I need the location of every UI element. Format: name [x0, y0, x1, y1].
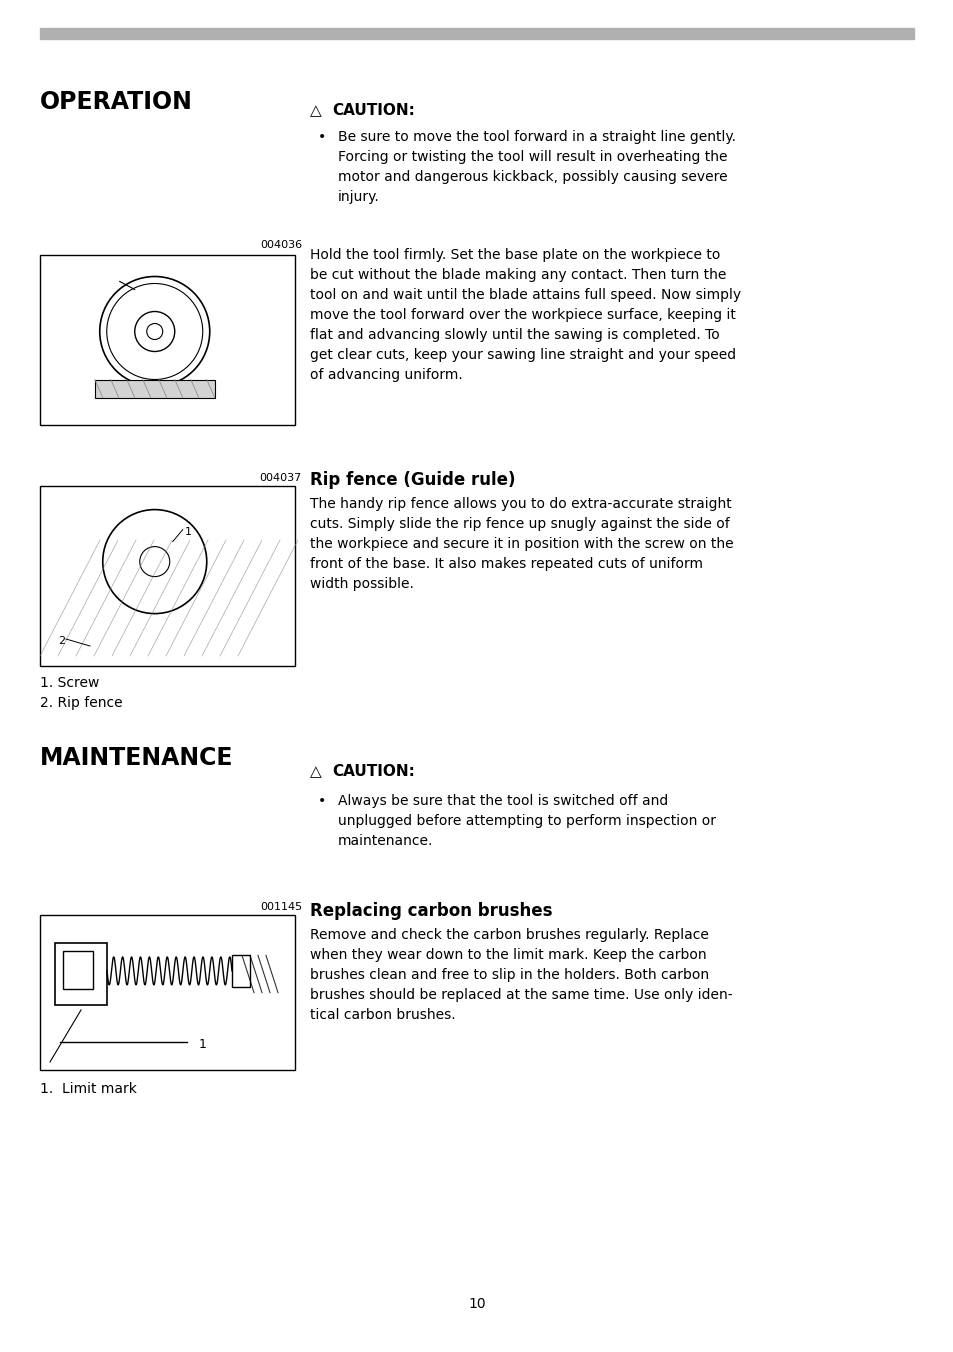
Text: flat and advancing slowly until the sawing is completed. To: flat and advancing slowly until the sawi… [310, 329, 719, 342]
Text: be cut without the blade making any contact. Then turn the: be cut without the blade making any cont… [310, 268, 725, 283]
Text: 1: 1 [185, 526, 192, 537]
Text: motor and dangerous kickback, possibly causing severe: motor and dangerous kickback, possibly c… [337, 170, 727, 184]
Text: 001145: 001145 [259, 902, 302, 913]
Text: Remove and check the carbon brushes regularly. Replace: Remove and check the carbon brushes regu… [310, 927, 708, 942]
Text: △: △ [310, 103, 321, 118]
Text: tical carbon brushes.: tical carbon brushes. [310, 1009, 456, 1022]
Bar [94, 380, 214, 397]
Bar [40, 256, 294, 425]
Text: The handy rip fence allows you to do extra-accurate straight: The handy rip fence allows you to do ext… [310, 498, 731, 511]
Text: front of the base. It also makes repeated cuts of uniform: front of the base. It also makes repeate… [310, 557, 702, 571]
Bar [40, 915, 294, 1069]
Text: the workpiece and secure it in position with the screw on the: the workpiece and secure it in position … [310, 537, 733, 552]
Text: 004037: 004037 [259, 473, 302, 483]
Text: Replacing carbon brushes: Replacing carbon brushes [310, 902, 552, 919]
Bar [55, 942, 107, 1005]
Text: 10: 10 [468, 1297, 485, 1311]
Text: unplugged before attempting to perform inspection or: unplugged before attempting to perform i… [337, 814, 716, 827]
Text: Be sure to move the tool forward in a straight line gently.: Be sure to move the tool forward in a st… [337, 130, 735, 145]
Text: Always be sure that the tool is switched off and: Always be sure that the tool is switched… [337, 794, 667, 808]
Text: when they wear down to the limit mark. Keep the carbon: when they wear down to the limit mark. K… [310, 948, 706, 963]
Text: get clear cuts, keep your sawing line straight and your speed: get clear cuts, keep your sawing line st… [310, 347, 736, 362]
Text: OPERATION: OPERATION [40, 91, 193, 114]
Text: tool on and wait until the blade attains full speed. Now simply: tool on and wait until the blade attains… [310, 288, 740, 301]
Text: MAINTENANCE: MAINTENANCE [40, 746, 233, 771]
Text: •: • [317, 130, 326, 145]
Text: injury.: injury. [337, 191, 379, 204]
Text: Forcing or twisting the tool will result in overheating the: Forcing or twisting the tool will result… [337, 150, 727, 164]
Text: 2. Rip fence: 2. Rip fence [40, 696, 123, 710]
Text: CAUTION:: CAUTION: [332, 764, 415, 779]
Bar [40, 28, 913, 39]
Text: 1. Screw: 1. Screw [40, 676, 99, 690]
Text: move the tool forward over the workpiece surface, keeping it: move the tool forward over the workpiece… [310, 308, 735, 322]
Text: CAUTION:: CAUTION: [332, 103, 415, 118]
Text: width possible.: width possible. [310, 577, 414, 591]
Text: Hold the tool firmly. Set the base plate on the workpiece to: Hold the tool firmly. Set the base plate… [310, 247, 720, 262]
Text: Rip fence (Guide rule): Rip fence (Guide rule) [310, 470, 515, 489]
Text: △: △ [310, 764, 321, 779]
Text: 1.  Limit mark: 1. Limit mark [40, 1082, 136, 1096]
Bar [232, 955, 250, 987]
Bar [40, 485, 294, 667]
Text: 2: 2 [58, 635, 65, 646]
Text: maintenance.: maintenance. [337, 834, 433, 848]
Text: of advancing uniform.: of advancing uniform. [310, 368, 462, 383]
Text: •: • [317, 794, 326, 808]
Text: 1: 1 [199, 1038, 207, 1052]
Text: brushes should be replaced at the same time. Use only iden-: brushes should be replaced at the same t… [310, 988, 732, 1002]
Text: cuts. Simply slide the rip fence up snugly against the side of: cuts. Simply slide the rip fence up snug… [310, 516, 729, 531]
Text: brushes clean and free to slip in the holders. Both carbon: brushes clean and free to slip in the ho… [310, 968, 708, 982]
Bar [63, 950, 92, 990]
Text: 004036: 004036 [259, 241, 302, 250]
